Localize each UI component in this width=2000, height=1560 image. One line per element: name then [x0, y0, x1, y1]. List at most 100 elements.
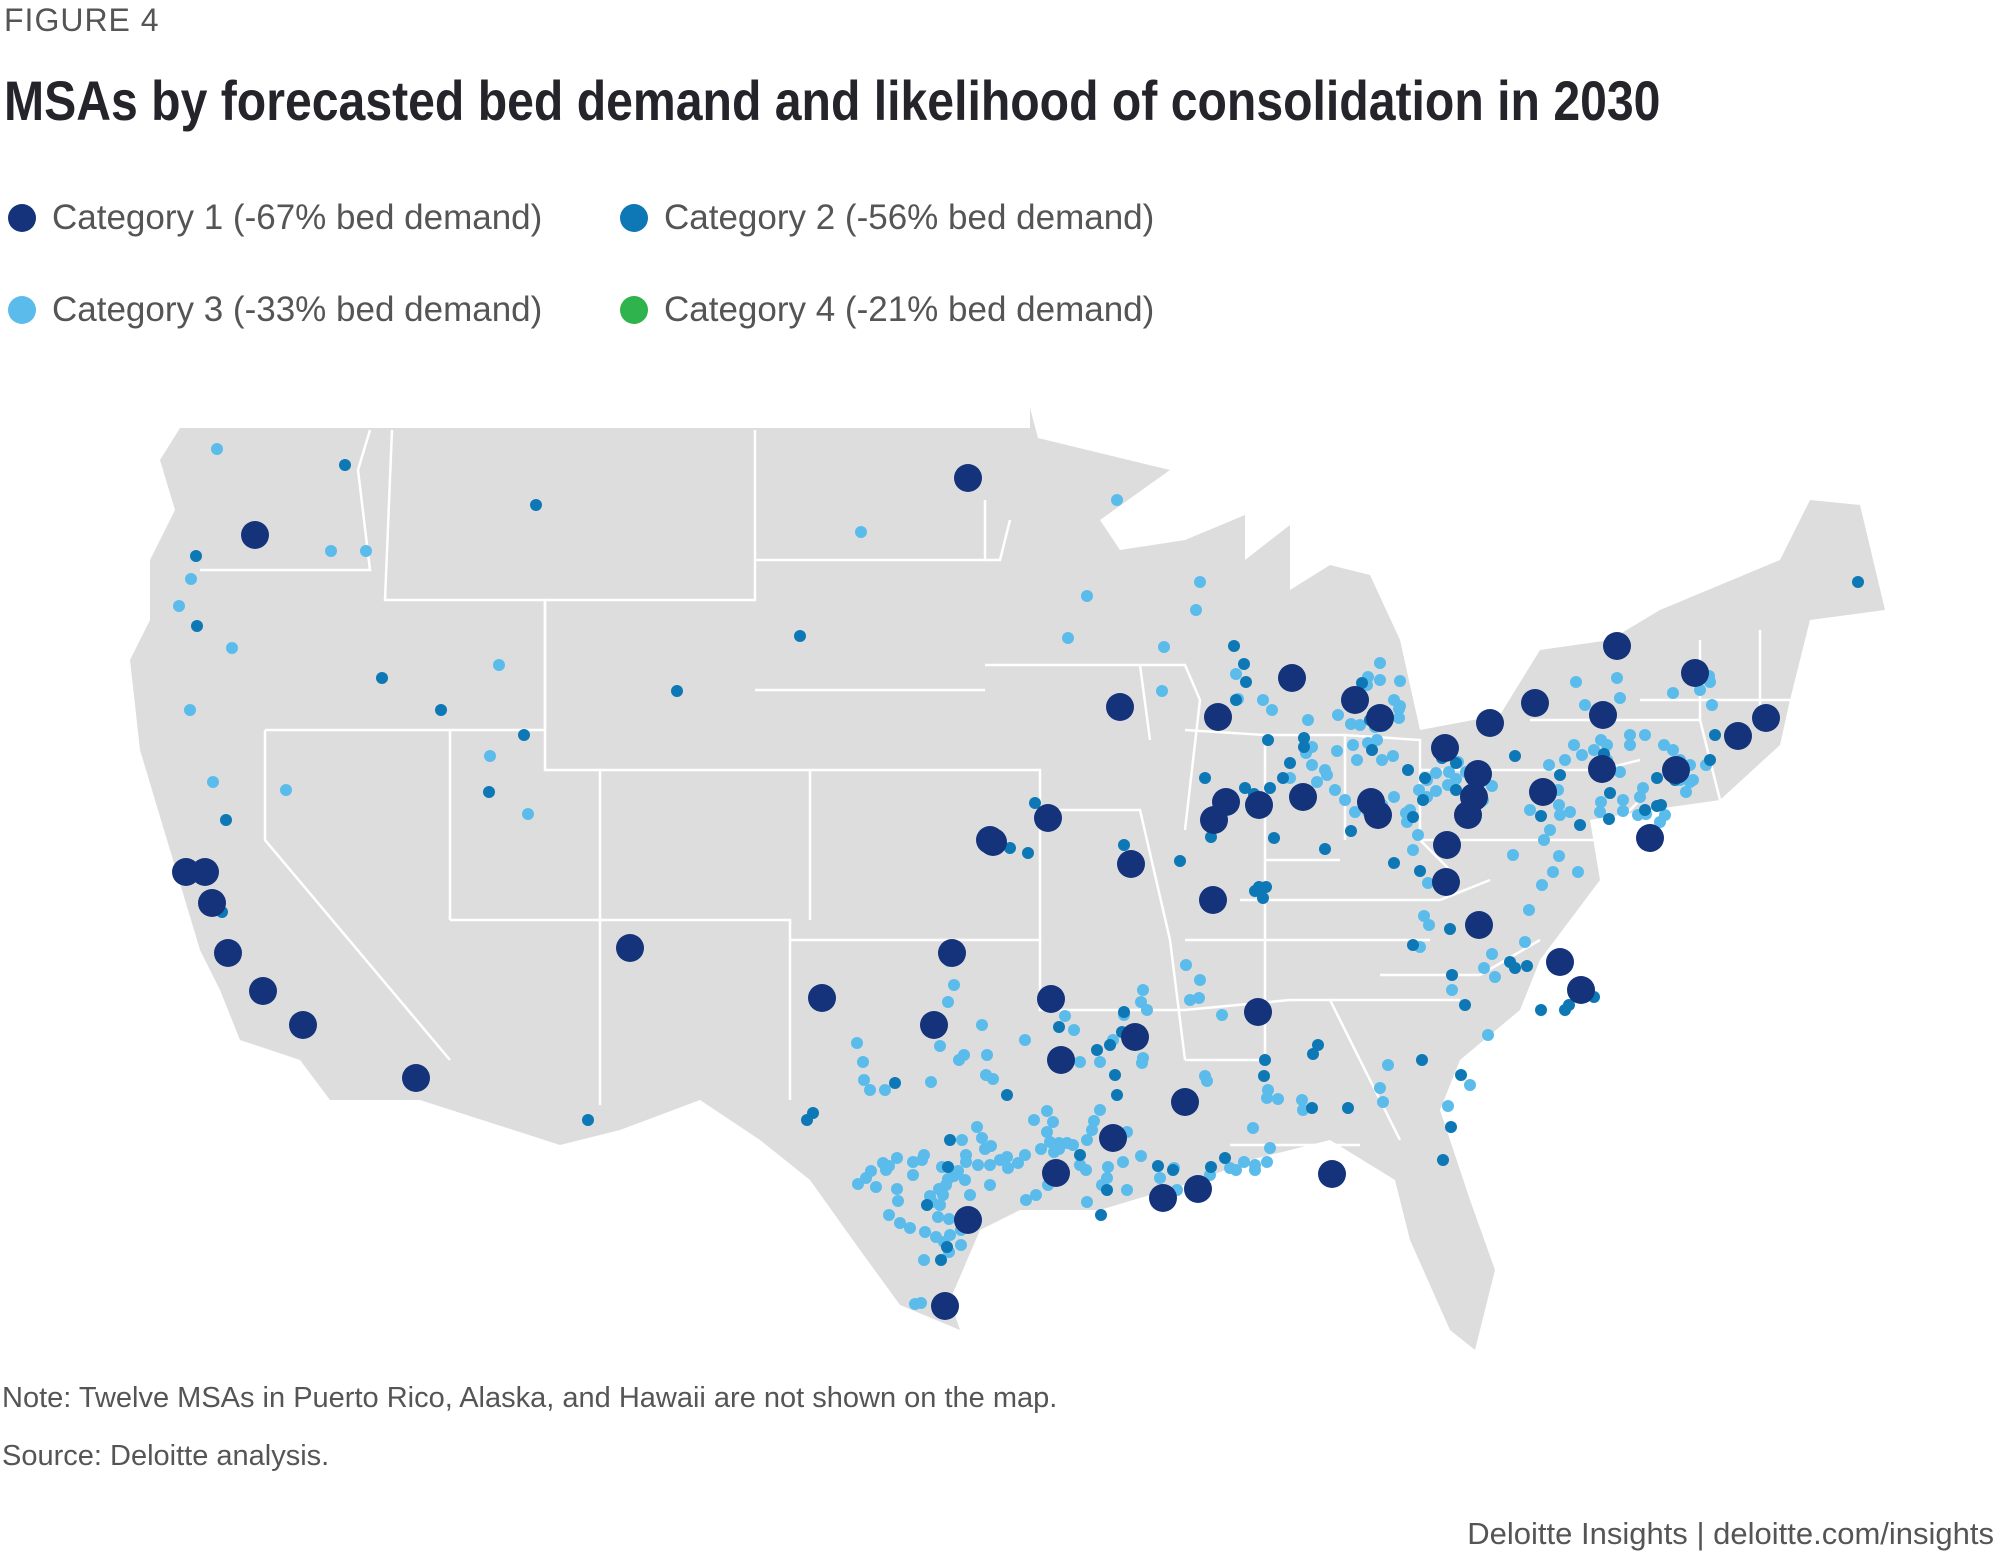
msa-dot-category-3 [1193, 992, 1205, 1004]
msa-dot-category-2 [1219, 1152, 1231, 1164]
msa-dot-category-3 [1111, 494, 1123, 506]
msa-dot-category-1 [1047, 1046, 1075, 1074]
msa-dot-category-1 [249, 977, 277, 1005]
msa-dot-category-3 [1053, 1137, 1065, 1149]
msa-dot-category-3 [942, 996, 954, 1008]
msa-dot-category-3 [1094, 1104, 1106, 1116]
msa-dot-category-3 [1088, 1115, 1100, 1127]
msa-dot-category-2 [1407, 811, 1419, 823]
msa-dot-category-1 [1034, 804, 1062, 832]
msa-dot-category-3 [955, 1239, 967, 1251]
msa-dot-category-1 [1476, 709, 1504, 737]
msa-dot-category-1 [1245, 791, 1273, 819]
msa-dot-category-2 [1450, 784, 1462, 796]
msa-dot-category-2 [1259, 1054, 1271, 1066]
msa-dot-category-3 [1464, 1079, 1476, 1091]
msa-dot-category-2 [1230, 694, 1242, 706]
msa-dot-category-3 [1388, 791, 1400, 803]
msa-dot-category-3 [1413, 784, 1425, 796]
msa-dot-category-2 [1111, 1089, 1123, 1101]
msa-dot-category-3 [1387, 750, 1399, 762]
msa-dot-category-3 [879, 1084, 891, 1096]
msa-dot-category-2 [1603, 813, 1615, 825]
msa-dot-category-3 [943, 1213, 955, 1225]
legend-dot-category-2 [620, 204, 648, 232]
msa-dot-category-3 [1374, 1082, 1386, 1094]
msa-dot-category-3 [851, 1037, 863, 1049]
msa-dot-category-1 [1454, 801, 1482, 829]
msa-dot-category-3 [1624, 729, 1636, 741]
msa-dot-category-1 [1121, 1023, 1149, 1051]
msa-dot-category-1 [1184, 1175, 1212, 1203]
msa-dot-category-3 [1062, 632, 1074, 644]
msa-dot-category-3 [1194, 974, 1206, 986]
msa-dot-category-1 [1465, 911, 1493, 939]
msa-dot-category-3 [1030, 1189, 1042, 1201]
msa-dot-category-2 [518, 729, 530, 741]
msa-dot-category-3 [1694, 684, 1706, 696]
legend-item-category-4: Category 4 (-21% bed demand) [620, 290, 1154, 330]
msa-dot-category-1 [1589, 701, 1617, 729]
msa-dot-category-1 [1521, 689, 1549, 717]
msa-dot-category-3 [994, 1154, 1006, 1166]
msa-dot-category-3 [892, 1195, 904, 1207]
msa-dot-category-3 [1028, 1114, 1040, 1126]
msa-dot-category-3 [1136, 1057, 1148, 1069]
msa-dot-category-1 [1289, 783, 1317, 811]
msa-dot-category-3 [1081, 1134, 1093, 1146]
msa-dot-category-2 [671, 685, 683, 697]
msa-dot-category-3 [1249, 1164, 1261, 1176]
msa-dot-category-3 [1041, 1126, 1053, 1138]
msa-dot-category-3 [909, 1298, 921, 1310]
msa-dot-category-3 [880, 1164, 892, 1176]
legend-item-category-2: Category 2 (-56% bed demand) [620, 198, 1154, 238]
footer-separator: | [1696, 1516, 1705, 1551]
msa-dot-category-2 [921, 1199, 933, 1211]
msa-dot-category-3 [907, 1169, 919, 1181]
figure-label: FIGURE 4 [4, 2, 160, 38]
us-map [130, 408, 1885, 1350]
msa-dot-category-2 [1277, 772, 1289, 784]
msa-dot-category-3 [904, 1222, 916, 1234]
msa-dot-category-3 [1538, 834, 1550, 846]
legend-dot-category-1 [8, 204, 36, 232]
msa-dot-category-2 [483, 786, 495, 798]
msa-dot-category-3 [1137, 984, 1149, 996]
msa-dot-category-3 [1068, 1024, 1080, 1036]
msa-dot-category-3 [1297, 1104, 1309, 1116]
legend-dot-category-4 [620, 296, 648, 324]
msa-dot-category-3 [1158, 641, 1170, 653]
msa-dot-category-3 [1035, 1143, 1047, 1155]
msa-dot-category-3 [1044, 1136, 1056, 1148]
msa-dot-category-2 [1029, 797, 1041, 809]
msa-dot-category-2 [376, 672, 388, 684]
msa-dot-category-3 [1482, 1029, 1494, 1041]
footer-brand: Deloitte Insights [1467, 1516, 1688, 1551]
msa-dot-category-3 [1345, 718, 1357, 730]
msa-dot-category-3 [1388, 694, 1400, 706]
msa-dot-category-3 [1559, 754, 1571, 766]
msa-dot-category-2 [935, 1254, 947, 1266]
msa-dot-category-3 [1074, 1159, 1086, 1171]
msa-dot-category-3 [1687, 774, 1699, 786]
legend-item-category-1: Category 1 (-67% bed demand) [8, 198, 542, 238]
msa-dot-category-1 [1724, 722, 1752, 750]
msa-dot-category-3 [948, 979, 960, 991]
msa-dot-category-3 [1658, 739, 1670, 751]
msa-dot-category-3 [1102, 1161, 1114, 1173]
msa-dot-category-3 [953, 1054, 965, 1066]
msa-dot-category-3 [325, 545, 337, 557]
msa-dot-category-3 [1507, 849, 1519, 861]
msa-dot-category-1 [1431, 734, 1459, 762]
msa-dot-category-3 [1376, 754, 1388, 766]
msa-dot-category-3 [1141, 1004, 1153, 1016]
legend-dot-category-3 [8, 296, 36, 324]
msa-dot-category-3 [1047, 1116, 1059, 1128]
msa-dot-category-2 [1345, 825, 1357, 837]
msa-dot-category-3 [857, 1056, 869, 1068]
msa-dot-category-3 [976, 1132, 988, 1144]
msa-dot-category-2 [1284, 757, 1296, 769]
msa-dot-category-3 [1135, 1150, 1147, 1162]
msa-dot-category-3 [1418, 910, 1430, 922]
msa-dot-category-2 [1559, 1004, 1571, 1016]
